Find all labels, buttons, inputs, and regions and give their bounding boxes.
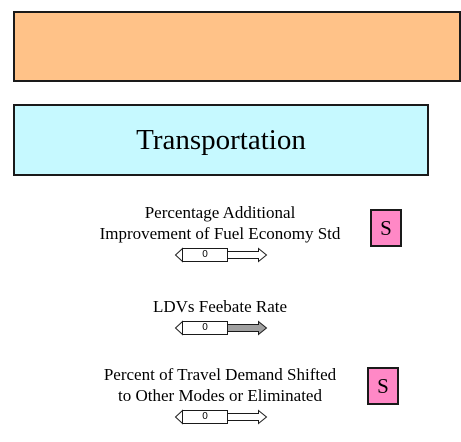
slider-shape xyxy=(174,247,268,263)
slider-left-arrow-icon xyxy=(174,320,183,336)
slider-right-arrow-icon xyxy=(227,320,268,336)
slider-shape xyxy=(174,320,268,336)
slider-left-arrow-icon xyxy=(174,247,183,263)
travel-demand-label-line2: to Other Modes or Eliminated xyxy=(118,386,322,405)
fuel-economy-s-button[interactable]: S xyxy=(370,209,402,247)
travel-demand-label-line1: Percent of Travel Demand Shifted xyxy=(103,365,337,384)
feebate-slider[interactable]: 0 xyxy=(174,320,268,336)
travel-demand-slider[interactable]: 0 xyxy=(174,409,268,425)
slider-shape xyxy=(174,409,268,425)
fuel-economy-label-line1: Percentage Additional xyxy=(144,203,296,222)
feebate-label-line1: LDVs Feebate Rate xyxy=(152,297,288,316)
slider-right-arrow-icon xyxy=(227,247,268,263)
travel-demand-s-button[interactable]: S xyxy=(367,367,399,405)
top-panel xyxy=(13,11,461,82)
feebate-label: LDVs Feebate Rate xyxy=(80,296,360,317)
travel-demand-label: Percent of Travel Demand Shifted to Othe… xyxy=(80,364,360,406)
slider-left-arrow-icon xyxy=(174,409,183,425)
feebate-value: 0 xyxy=(202,322,208,333)
slider-right-arrow-icon xyxy=(227,409,268,425)
travel-demand-value: 0 xyxy=(202,411,208,422)
title-panel: Transportation xyxy=(13,104,429,176)
fuel-economy-value: 0 xyxy=(202,249,208,260)
fuel-economy-label-line2: Improvement of Fuel Economy Std xyxy=(99,224,341,243)
fuel-economy-slider[interactable]: 0 xyxy=(174,247,268,263)
fuel-economy-label: Percentage Additional Improvement of Fue… xyxy=(80,202,360,244)
page-title: Transportation xyxy=(136,123,306,156)
